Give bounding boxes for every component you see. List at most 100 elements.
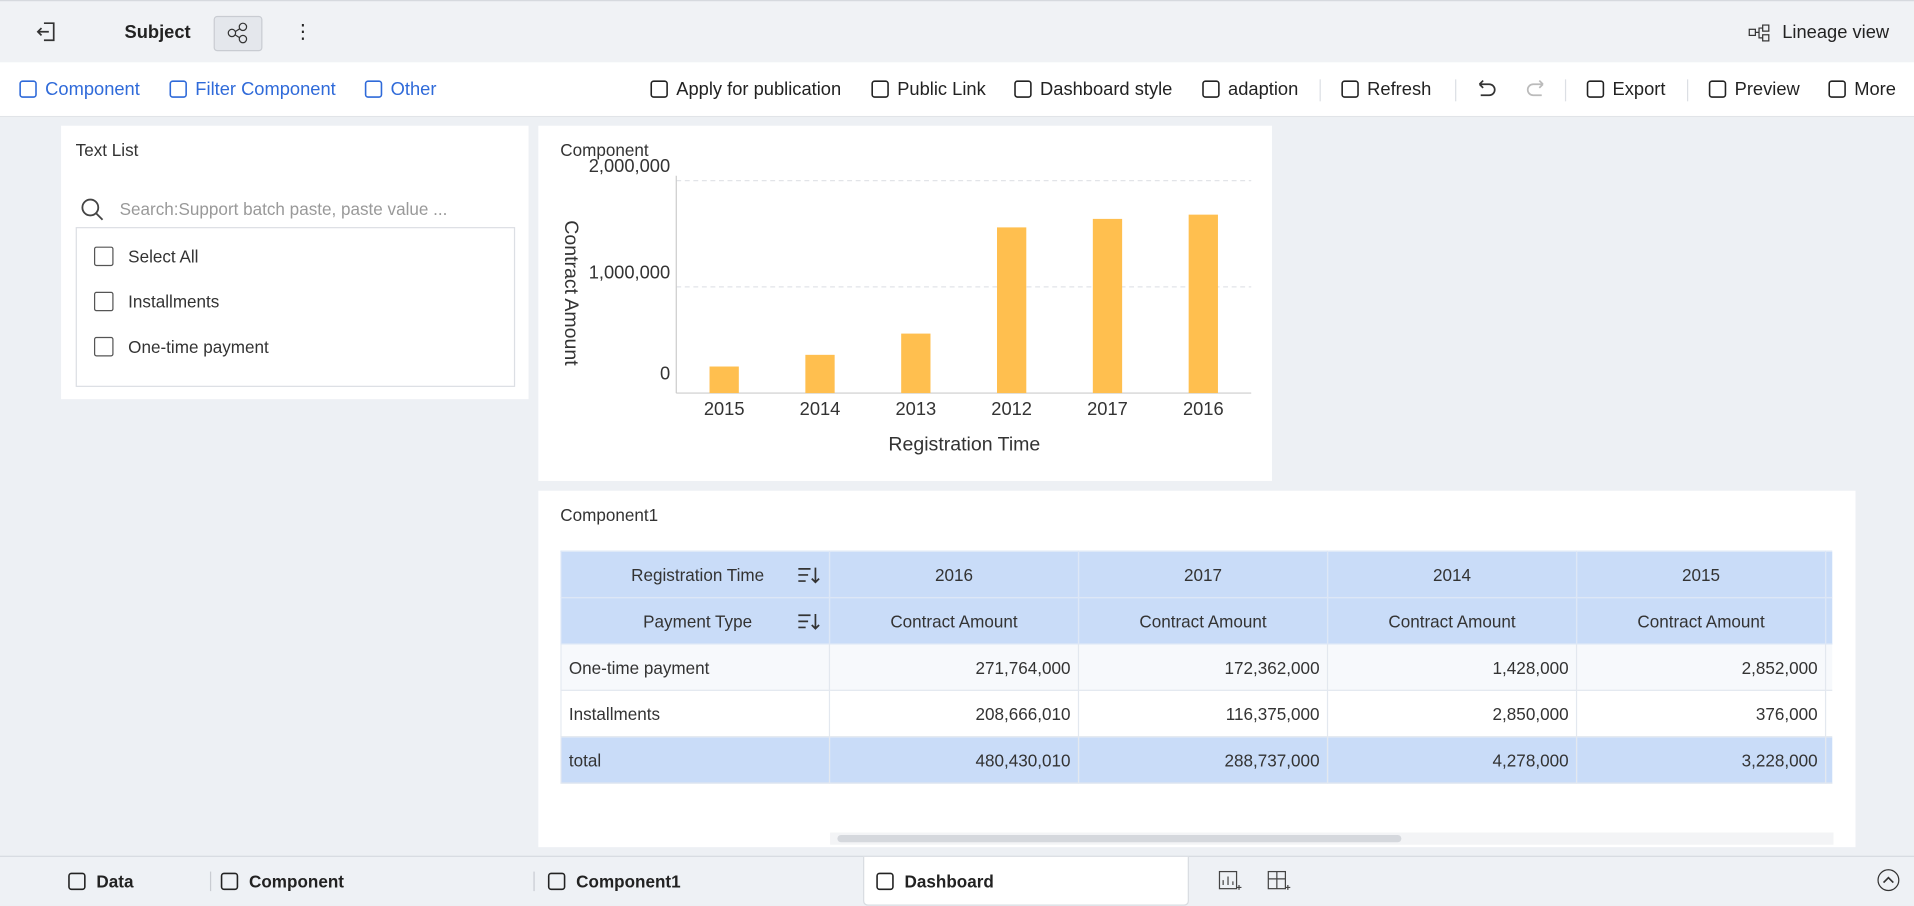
toolbar-item[interactable]: Apply for publication [649, 62, 841, 116]
icon [650, 80, 668, 98]
toolbar-item[interactable]: adaption [1201, 62, 1298, 116]
toolbar-label: Refresh [1367, 78, 1432, 100]
toolbar-label: Filter Component [195, 78, 336, 100]
separator [533, 871, 535, 892]
toolbar-item[interactable]: Refresh [1340, 62, 1431, 116]
x-tick-label: 2013 [895, 398, 936, 419]
separator [1564, 79, 1567, 102]
toolbar-item[interactable]: Export [1586, 62, 1666, 116]
y-tick-label: 0 [660, 363, 670, 384]
icon [547, 872, 566, 890]
bar [1188, 214, 1218, 394]
icon-shape [1014, 80, 1032, 98]
option[interactable]: Select All [93, 246, 198, 267]
row-label: Installments [560, 689, 831, 738]
y-axis-label: Contract Amount [560, 220, 582, 366]
toolbar: Component Filter Component Other Apply for … [0, 62, 1914, 118]
panel-title: Component1 [560, 505, 659, 525]
add-icons[interactable] [1218, 869, 1296, 893]
icon [876, 872, 894, 890]
option[interactable]: One-time payment [93, 336, 269, 357]
option[interactable]: Installments [93, 291, 220, 312]
tab-label: Dashboard [904, 870, 994, 891]
data-row: Installments 208,666,010 116,375,000 2,850,… [560, 689, 1833, 738]
value-cell-cut [1824, 689, 1833, 738]
icon [169, 80, 187, 98]
search-input[interactable]: Search:Support batch paste, paste value … [119, 198, 448, 219]
data-row: One-time payment 271,764,000 172,362,000 1,… [560, 643, 1833, 691]
share-button[interactable] [213, 15, 263, 52]
icon [1586, 80, 1605, 98]
icon-shape [876, 872, 894, 890]
collapse-icon[interactable] [1876, 868, 1900, 892]
bar [805, 354, 835, 394]
toolbar-item[interactable]: Component [18, 62, 140, 116]
icon [1202, 80, 1220, 98]
icon-shape [650, 80, 668, 98]
icon-shape [1586, 80, 1605, 98]
column-header-cut [1824, 596, 1833, 645]
checkbox [93, 291, 114, 312]
sort-icon[interactable] [797, 565, 821, 585]
toolbar-item[interactable]: More [1827, 62, 1896, 116]
value-cell-cut [1824, 736, 1833, 784]
option-list: Select All Installments One-time payment [75, 227, 516, 387]
pivot-table: Registration Time 2016 2017 2014 2015 Payment… [560, 550, 1833, 784]
tab[interactable]: Component [220, 857, 344, 905]
search-icon [81, 198, 104, 221]
table-body: Registration Time 2016 2017 2014 2015 Payment… [560, 550, 1833, 784]
menu-dots[interactable]: ⋮ [292, 21, 313, 43]
y-tick-label: 1,000,000 [589, 261, 670, 282]
icon-shape [871, 80, 889, 98]
icon-shape [1708, 80, 1727, 98]
row-label: total [560, 736, 831, 784]
icon-shape [220, 872, 239, 890]
bar [997, 227, 1027, 394]
toolbar-label: Preview [1734, 78, 1800, 100]
header: Subject ⋮ Lineage view [0, 0, 1914, 63]
tab-label: Component [249, 870, 344, 891]
column-header: 2016 [828, 550, 1080, 599]
lineage-view[interactable]: Lineage view [1748, 22, 1889, 43]
undo-redo[interactable] [1475, 78, 1548, 100]
column-header-cut [1824, 550, 1833, 599]
value-cell: 208,666,010 [828, 689, 1080, 738]
toolbar-label: adaption [1228, 78, 1299, 100]
exit-icon[interactable] [35, 21, 57, 43]
toolbar-item[interactable]: Dashboard style [1013, 62, 1172, 116]
option-label: Installments [128, 291, 220, 312]
table-wrap: Registration Time 2016 2017 2014 2015 Payment… [560, 550, 1833, 790]
toolbar-item[interactable]: Filter Component [168, 62, 336, 116]
header-row: Payment Type Contract Amount Contract Amou… [560, 596, 1833, 645]
icon-shape [1202, 80, 1220, 98]
value-cell: 271,764,000 [828, 643, 1080, 691]
x-axis-label: Registration Time [888, 433, 1040, 455]
icon [19, 80, 37, 98]
tab[interactable]: Component1 [547, 857, 681, 905]
tab-label: Component1 [576, 870, 681, 891]
toolbar-item[interactable]: Other [364, 62, 436, 116]
x-tick-label: 2015 [704, 398, 745, 419]
column-header: 2014 [1326, 550, 1578, 599]
x-tick-label: 2014 [800, 398, 841, 419]
scrollbar-track [830, 832, 1834, 845]
icon [1014, 80, 1032, 98]
text-list-panel: Text List Search:Support batch paste, pa… [61, 125, 529, 400]
scrollbar-thumb[interactable] [837, 834, 1402, 843]
toolbar-label: Public Link [897, 78, 986, 100]
value-cell: 376,000 [1575, 689, 1827, 738]
tab[interactable]: Dashboard [875, 857, 994, 905]
undo-icon [1478, 79, 1496, 97]
row-header-cell: Registration Time [560, 550, 831, 599]
toolbar-label: Export [1612, 78, 1666, 100]
toolbar-item[interactable]: Public Link [870, 62, 986, 116]
sort-icon[interactable] [797, 611, 821, 631]
value-cell: 3,228,000 [1575, 736, 1827, 784]
icon-shape [19, 80, 37, 98]
value-cell: 288,737,000 [1077, 736, 1329, 784]
tab[interactable]: Data [67, 857, 133, 905]
row-header: Registration Time [631, 564, 765, 585]
panel-title: Text List [75, 140, 139, 160]
toolbar-item[interactable]: Preview [1708, 62, 1800, 116]
